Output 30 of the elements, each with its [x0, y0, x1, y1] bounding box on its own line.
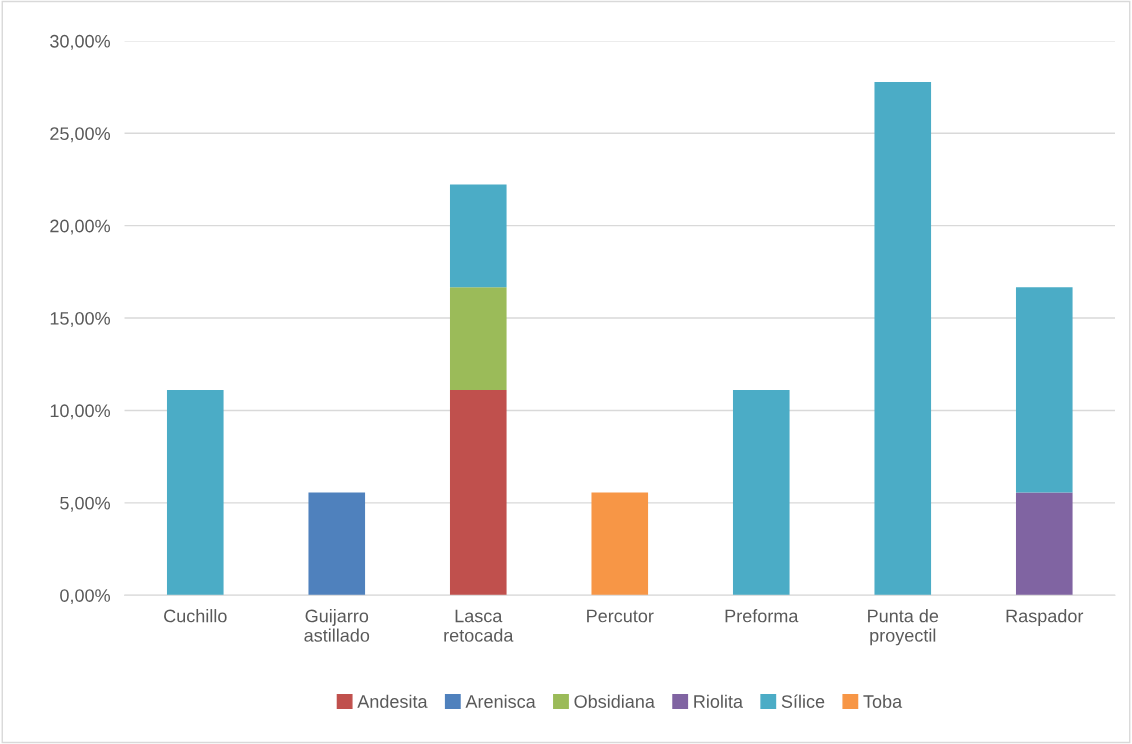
- x-tick-label: Percutor: [587, 609, 654, 623]
- x-tick-label: Raspador: [1006, 609, 1084, 626]
- y-tick-label: 10,00%: [50, 404, 110, 420]
- legend-label: Sílice: [781, 694, 825, 708]
- x-tick-label: Preforma: [725, 609, 799, 623]
- x-tick-label: Cuchillo: [164, 609, 227, 623]
- bar: [874, 81, 932, 596]
- bar: [1015, 287, 1073, 493]
- x-tick-label: Punta de proyectil: [868, 609, 939, 646]
- bar: [591, 492, 649, 596]
- x-tick-label: Guijarro astillado: [304, 609, 370, 642]
- bar: [732, 389, 790, 596]
- y-tick-label: 30,00%: [50, 34, 110, 50]
- bar: [449, 184, 507, 288]
- legend-label: Obsidiana: [574, 694, 655, 708]
- legend-label: Toba: [863, 694, 903, 708]
- y-tick-label: 5,00%: [60, 496, 110, 512]
- y-tick-label: 0,00%: [60, 589, 110, 605]
- legend-label: Arenisca: [465, 694, 536, 708]
- bar: [1015, 492, 1073, 596]
- bar: [166, 389, 224, 596]
- x-tick-label: Lasca retocada: [444, 609, 514, 642]
- legend-label: Andesita: [357, 694, 428, 708]
- y-tick-label: 15,00%: [50, 311, 110, 327]
- legend-label: Riolita: [694, 694, 743, 708]
- bar: [449, 389, 507, 596]
- bar: [449, 287, 507, 390]
- y-tick-label: 25,00%: [50, 127, 110, 143]
- y-tick-label: 20,00%: [50, 219, 110, 235]
- bar: [308, 492, 366, 596]
